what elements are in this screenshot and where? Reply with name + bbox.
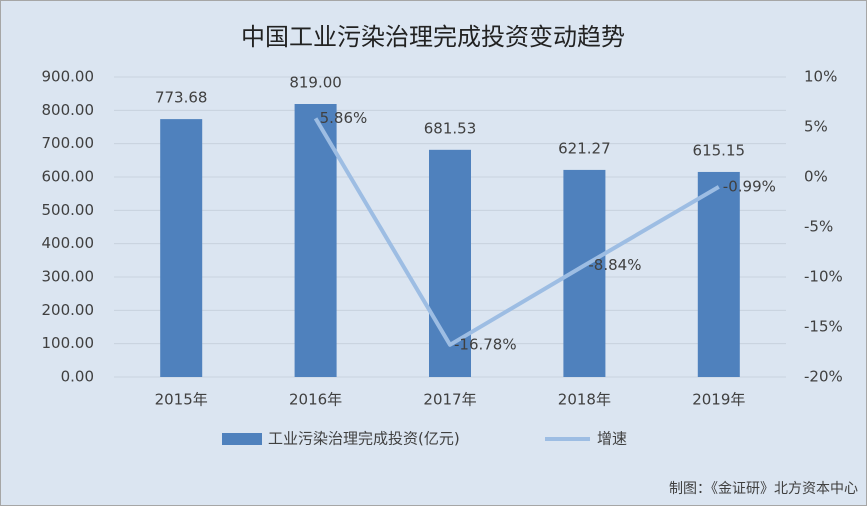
y-tick-label: 100.00 bbox=[42, 334, 95, 352]
y2-tick-label: 0% bbox=[804, 168, 828, 186]
y2-tick-label: -15% bbox=[804, 318, 843, 336]
chart-title: 中国工业污染治理完成投资变动趋势 bbox=[241, 23, 625, 51]
x-tick-label: 2017年 bbox=[423, 391, 476, 409]
bar-value-label: 681.53 bbox=[424, 119, 477, 137]
x-tick-label: 2018年 bbox=[558, 391, 611, 409]
bar-value-label: 615.15 bbox=[693, 141, 746, 159]
line-value-label: -16.78% bbox=[454, 335, 517, 353]
legend-label: 增速 bbox=[597, 430, 627, 448]
x-tick-label: 2019年 bbox=[692, 391, 745, 409]
x-tick-label: 2016年 bbox=[289, 391, 342, 409]
y2-tick-label: 5% bbox=[804, 118, 828, 136]
line-value-label: -8.84% bbox=[588, 256, 641, 274]
y-tick-label: 600.00 bbox=[42, 168, 95, 186]
y2-tick-label: -10% bbox=[804, 268, 843, 286]
legend-label: 工业污染治理完成投资(亿元) bbox=[268, 430, 460, 448]
y-tick-label: 200.00 bbox=[42, 301, 95, 319]
bar bbox=[429, 149, 471, 377]
y-tick-label: 700.00 bbox=[42, 134, 95, 152]
legend-swatch bbox=[222, 433, 262, 445]
source-note: 制图：《金证研》北方资本中心 bbox=[669, 481, 858, 497]
y-tick-label: 900.00 bbox=[42, 68, 95, 86]
bar-value-label: 819.00 bbox=[289, 74, 342, 92]
line bbox=[313, 117, 720, 347]
bar bbox=[294, 104, 337, 377]
y-tick-label: 800.00 bbox=[42, 101, 95, 119]
y2-tick-label: 10% bbox=[804, 68, 837, 86]
line-value-label: -0.99% bbox=[723, 177, 776, 195]
y2-tick-label: -5% bbox=[804, 218, 833, 236]
y-tick-label: 400.00 bbox=[42, 234, 95, 252]
bar-value-label: 621.27 bbox=[558, 139, 611, 157]
y2-tick-label: -20% bbox=[804, 368, 843, 386]
line-value-label: 5.86% bbox=[320, 109, 368, 127]
bar-value-label: 773.68 bbox=[155, 89, 208, 107]
y-tick-label: 0.00 bbox=[61, 368, 94, 386]
y-tick-label: 500.00 bbox=[42, 201, 95, 219]
x-tick-label: 2015年 bbox=[155, 391, 208, 409]
bar bbox=[160, 119, 203, 378]
bar bbox=[697, 171, 740, 377]
y-tick-label: 300.00 bbox=[42, 268, 95, 286]
